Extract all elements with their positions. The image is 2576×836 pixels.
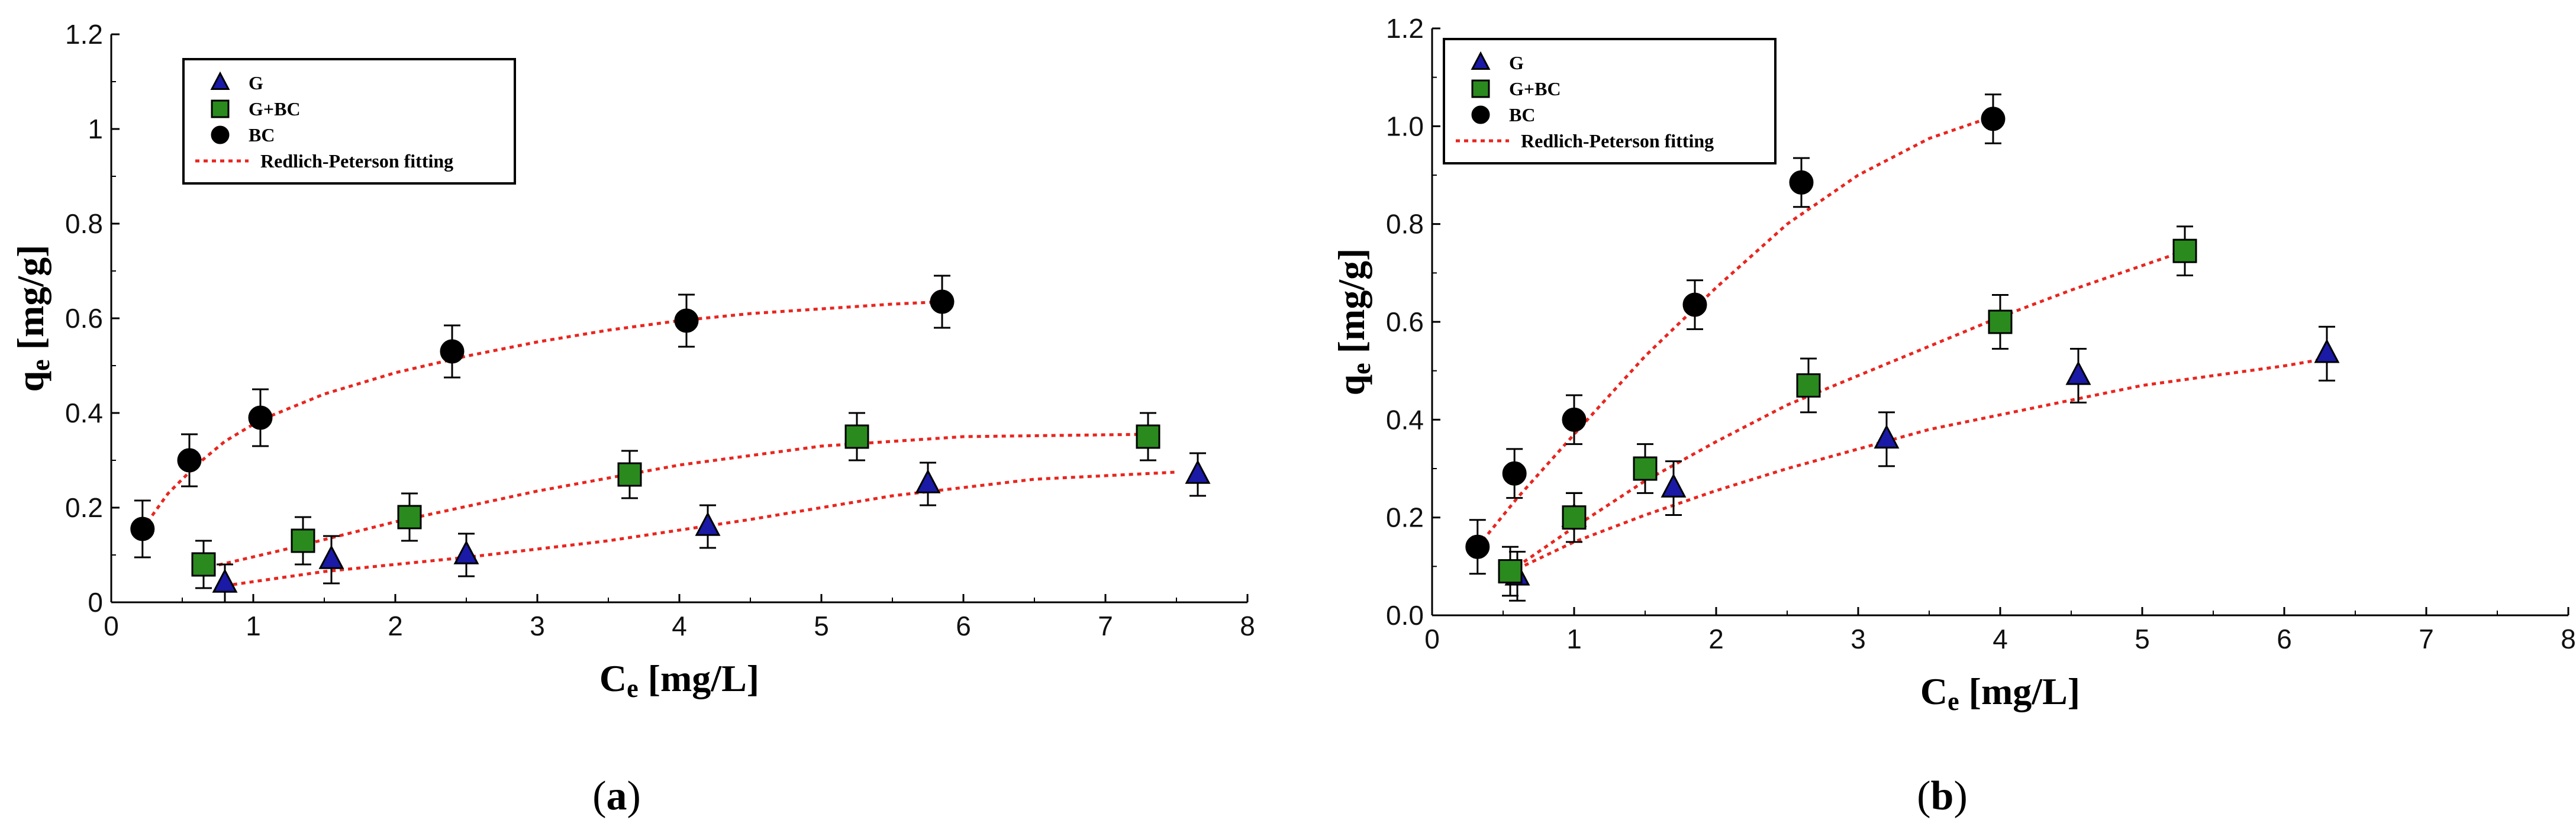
panel-b-fit-line-bc-fit (1476, 115, 1994, 548)
panel-b-legend-box (1443, 38, 1777, 164)
panel-b-x-tick-label: 2 (1708, 624, 1724, 654)
panel-a-legend-label: G (249, 72, 263, 93)
panel-a-point-g (318, 544, 344, 569)
panel-a-point-bc (930, 289, 955, 314)
panel-b-point-g-bc (1796, 373, 1821, 398)
panel-b-x-tick-label: 7 (2419, 624, 2434, 654)
panel-b-y-tick-label: 0.6 (1386, 306, 1424, 337)
panel-a-legend-marker-g-bc (211, 99, 230, 118)
panel-a-y-tick-label: 0.2 (65, 492, 103, 523)
panel-a-x-tick-label: 0 (104, 611, 119, 641)
panel-a-point-g (212, 568, 238, 593)
panel-b-x-tick-label: 8 (2561, 624, 2576, 654)
panel-b-y-axis-title: qe [mg/g] (1330, 248, 1376, 396)
panel-a-legend-marker-bc (211, 125, 230, 144)
panel-a-x-tick-label: 7 (1098, 611, 1113, 641)
panel-a-point-g-bc (1136, 424, 1160, 449)
panel-b-y-tick-label: 0.4 (1386, 404, 1424, 435)
panel-b-legend-label: Redlich-Peterson fitting (1521, 130, 1714, 151)
panel-a-y-tick-label: 1.2 (65, 19, 103, 50)
panel-b-point-bc (1981, 106, 2006, 131)
panel-b-fit-line-g-bc-fit (1509, 249, 2185, 573)
panel-a-point-g-bc (191, 552, 216, 577)
panel-b-legend-marker-g (1471, 51, 1491, 70)
chart-panel-a: 0 1 2 3 4 5 6 7 8 0 0.2 0.4 0.6 0.8 1 1.2 Ce [mg/L] qe [m… (9, 19, 1255, 819)
panel-b-legend-label: BC (1509, 104, 1535, 125)
panel-a-y-tick-label: 0.4 (65, 398, 103, 428)
panel-b-y-tick-label: 1.2 (1386, 13, 1424, 44)
panel-a-y-tick-label: 0.6 (65, 303, 103, 334)
panel-a-x-tick-label: 6 (956, 611, 971, 641)
panel-b-x-tick-label: 5 (2135, 624, 2150, 654)
panel-b-point-bc (1789, 170, 1814, 195)
panel-a-x-axis-title: Ce [mg/L] (599, 657, 759, 703)
panel-b-point-bc (1502, 461, 1527, 486)
panel-b-point-bc (1682, 292, 1707, 317)
panel-b-point-g (2314, 338, 2340, 363)
panel-b-x-tick-label: 0 (1424, 624, 1440, 654)
panel-a-y-tick-label: 0.8 (65, 208, 103, 239)
panel-a-point-bc (248, 405, 273, 430)
panel-a-point-g (453, 540, 479, 564)
panel-b-y-tick-label: 0.0 (1386, 600, 1424, 631)
panel-a-point-bc (130, 517, 155, 541)
panel-a-caption: (a) (592, 773, 641, 819)
panel-b-point-g-bc (1988, 309, 2013, 334)
panel-b-x-tick-label: 6 (2277, 624, 2292, 654)
panel-a-point-g-bc (617, 462, 642, 487)
panel-b-y-tick-label: 0.8 (1386, 209, 1424, 240)
panel-a-point-bc (674, 308, 699, 333)
panel-b-x-tick-label: 3 (1850, 624, 1866, 654)
chart-panel-b: 0 1 2 3 4 5 6 7 8 0.0 0.2 0.4 0.6 0.8 1.0 1.2 Ce [mg/L] q… (1330, 13, 2576, 819)
panel-a-point-g (1185, 459, 1211, 484)
panel-b-point-g-bc (2172, 238, 2197, 263)
panel-a-legend-label: G+BC (249, 98, 301, 120)
panel-a-fit-line-bc-fit (141, 300, 943, 530)
panel-b-point-g-bc (1498, 559, 1523, 584)
panel-a-point-bc (177, 448, 202, 473)
panel-a-fit-line-g-fit (224, 470, 1177, 588)
panel-a-x-tick-label: 1 (246, 611, 261, 641)
panel-a-x-tick-label: 2 (388, 611, 403, 641)
panel-a-point-g (695, 511, 721, 536)
panel-a-legend-marker-g (210, 71, 230, 90)
panel-b-y-tick-label: 1.0 (1386, 111, 1424, 141)
panel-a-point-g-bc (291, 528, 315, 553)
panel-a-y-axis-title: qe [mg/g] (9, 245, 55, 392)
panel-b-x-tick-label: 1 (1566, 624, 1582, 654)
panel-a-y-tick-label: 0 (88, 587, 103, 618)
panel-a-legend-label: BC (249, 124, 275, 146)
panel-b-fit-line-g-fit (1516, 357, 2327, 570)
panel-b-legend-marker-bc (1471, 105, 1490, 124)
panel-b-x-axis-title: Ce [mg/L] (1920, 670, 2080, 716)
panel-b-point-g (1661, 473, 1687, 498)
panel-a-point-g-bc (844, 424, 869, 449)
panel-a-legend-box (182, 58, 516, 185)
panel-a-x-tick-label: 8 (1240, 611, 1255, 641)
panel-b-point-bc (1465, 534, 1490, 559)
panel-b-legend-label: G (1509, 52, 1524, 73)
panel-a-x-tick-label: 5 (814, 611, 829, 641)
panel-b-point-bc (1562, 407, 1587, 432)
panel-b-legend-marker-g-bc (1471, 79, 1490, 98)
panel-a-point-g-bc (397, 505, 422, 530)
panel-a-point-bc (440, 339, 465, 364)
panel-b-y-tick-label: 0.2 (1386, 502, 1424, 533)
panel-b-point-g-bc (1562, 505, 1587, 530)
panel-a-x-tick-label: 3 (530, 611, 545, 641)
panel-b-point-g (2065, 360, 2091, 385)
panel-b-point-g-bc (1633, 456, 1658, 481)
panel-a-fit-line-g-bc-fit (210, 432, 1149, 569)
panel-a-y-tick-label: 1 (88, 114, 103, 144)
panel-b-point-g (1874, 424, 1900, 449)
panel-a-point-g (915, 469, 941, 493)
panel-b-legend-label: G+BC (1509, 78, 1561, 99)
panel-b-caption: (b) (1917, 773, 1968, 819)
panel-b-x-tick-label: 4 (1993, 624, 2008, 654)
panel-a-legend-label: Redlich-Peterson fitting (260, 150, 453, 172)
panel-a-x-tick-label: 4 (672, 611, 687, 641)
